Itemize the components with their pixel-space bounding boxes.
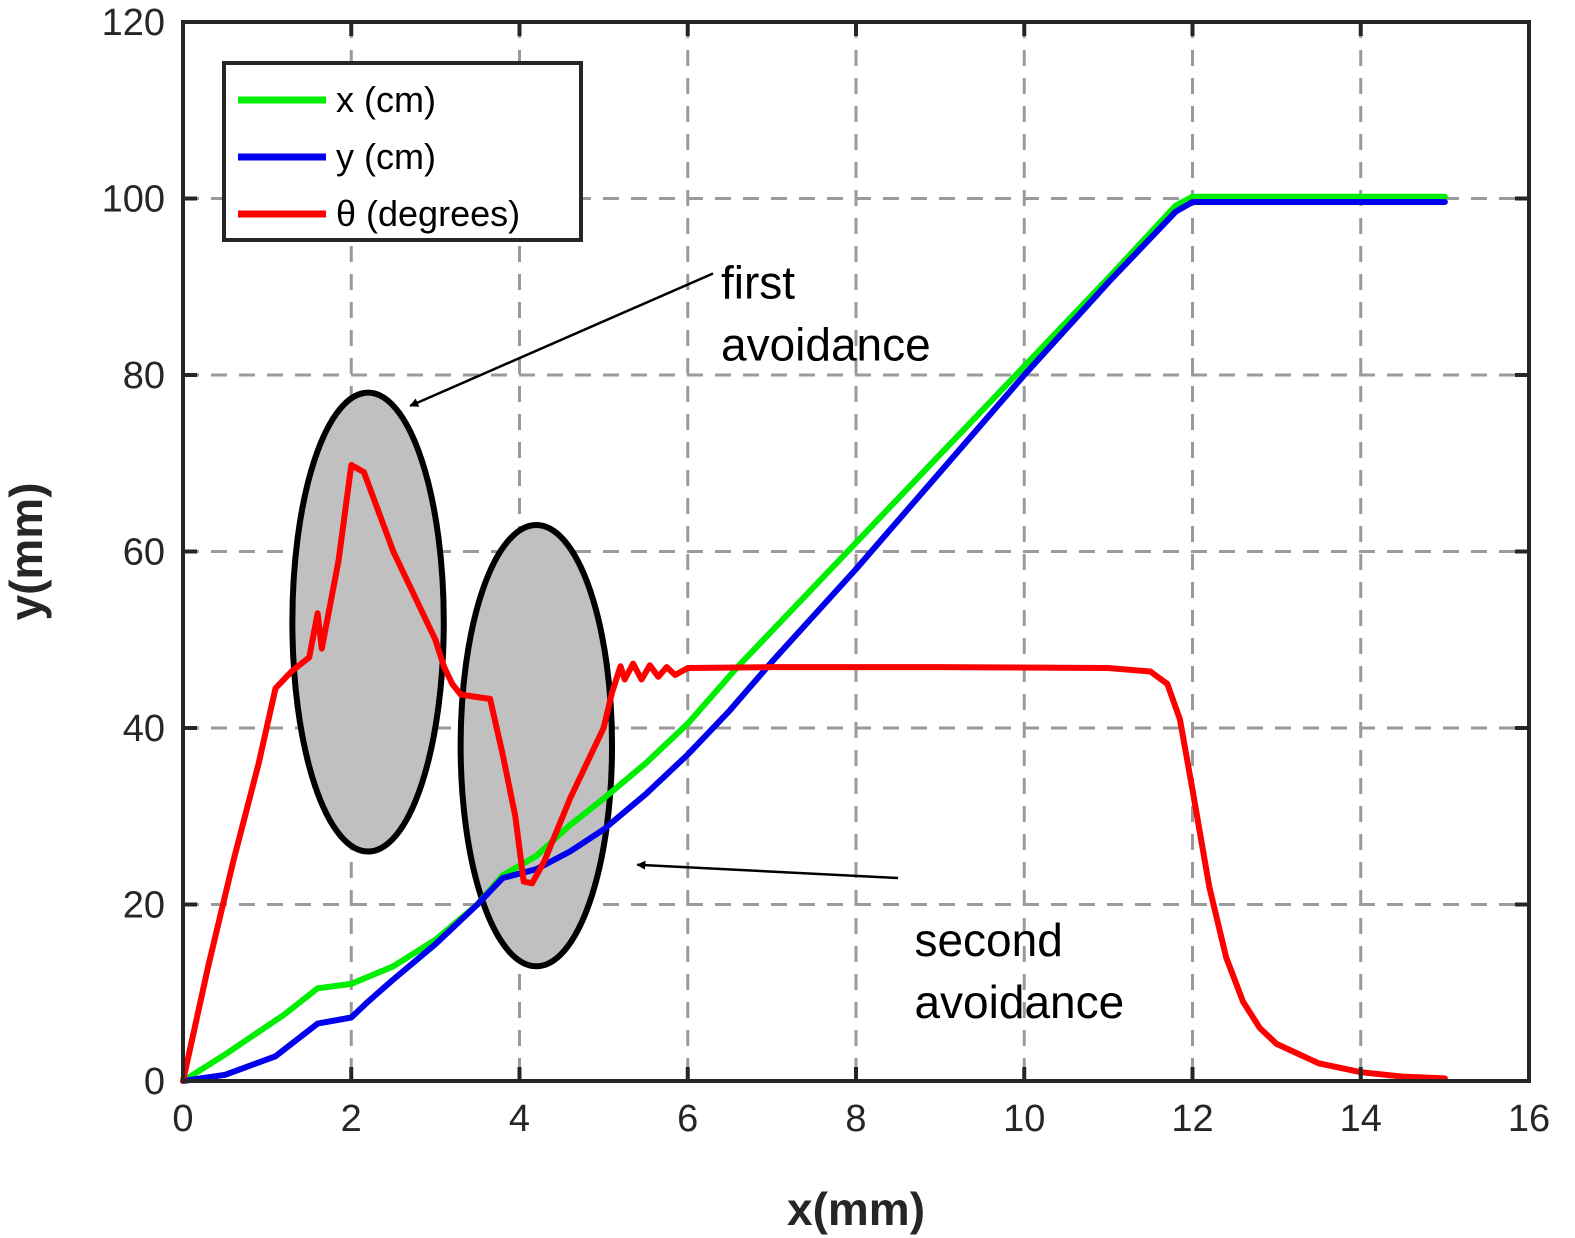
x-tick-label: 12 [1171, 1098, 1213, 1140]
y-tick-label: 120 [102, 2, 165, 44]
annotation-text-2: second [914, 914, 1062, 966]
x-tick-label: 10 [1003, 1098, 1045, 1140]
y-tick-label: 0 [144, 1061, 165, 1103]
x-tick-label: 6 [677, 1098, 698, 1140]
x-tick-label: 2 [341, 1098, 362, 1140]
x-tick-label: 14 [1340, 1098, 1382, 1140]
annotation-text-1: first [721, 256, 795, 308]
x-tick-label: 16 [1508, 1098, 1550, 1140]
x-tick-label: 0 [172, 1098, 193, 1140]
y-axis-label: y(mm) [0, 482, 52, 620]
x-tick-label: 4 [509, 1098, 530, 1140]
x-axis-label: x(mm) [787, 1183, 925, 1235]
y-tick-label: 80 [123, 355, 165, 397]
y-tick-label: 20 [123, 885, 165, 927]
y-tick-label: 60 [123, 532, 165, 574]
y-tick-label: 40 [123, 708, 165, 750]
legend: x (cm) y (cm) θ (degrees) [224, 63, 581, 240]
y-tick-label: 100 [102, 179, 165, 221]
legend-label-3: θ (degrees) [336, 193, 520, 234]
legend-label-1: x (cm) [336, 79, 436, 120]
annotation-text-1: avoidance [721, 318, 931, 370]
x-tick-label: 8 [845, 1098, 866, 1140]
annotation-text-2: avoidance [914, 976, 1124, 1028]
legend-label-2: y (cm) [336, 136, 436, 177]
